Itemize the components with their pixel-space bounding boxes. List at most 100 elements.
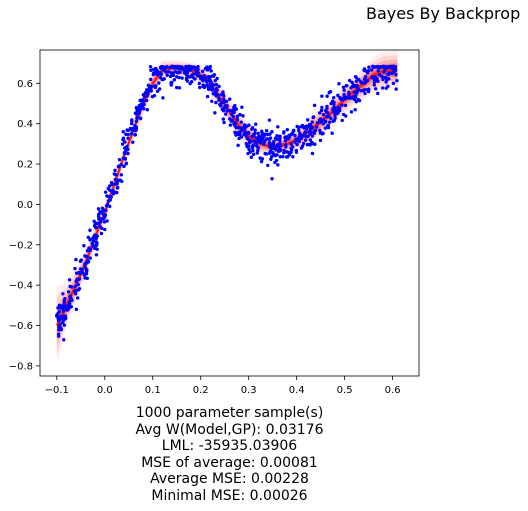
observation-point <box>349 86 353 90</box>
observation-point <box>310 125 314 130</box>
observation-point <box>321 112 326 117</box>
observation-point <box>274 148 278 152</box>
observation-point <box>250 146 255 150</box>
observation-point <box>278 136 282 140</box>
observation-point <box>281 154 285 159</box>
observation-point <box>382 70 386 74</box>
observation-point <box>145 94 149 98</box>
observation-point <box>283 139 288 143</box>
observation-point <box>385 78 389 82</box>
observation-point <box>297 137 302 142</box>
observation-point <box>251 148 255 153</box>
observation-point <box>257 134 261 138</box>
observation-point <box>158 70 163 75</box>
observation-point <box>356 97 360 102</box>
observation-point <box>220 107 225 112</box>
observation-point <box>260 129 264 133</box>
observation-point <box>69 297 74 301</box>
observation-point <box>365 71 370 75</box>
observation-point <box>363 91 367 96</box>
observation-point <box>278 154 282 159</box>
observation-point <box>376 91 380 96</box>
observation-point <box>167 70 171 74</box>
observation-point <box>264 128 269 133</box>
observation-point <box>277 149 281 153</box>
observation-point <box>94 233 99 238</box>
observation-point <box>100 226 104 230</box>
observation-point <box>355 84 359 88</box>
observation-point <box>229 112 234 117</box>
observation-point <box>120 179 124 184</box>
observation-point <box>222 100 226 104</box>
observation-point <box>262 134 266 138</box>
observation-point <box>192 65 197 70</box>
observation-point <box>342 94 346 99</box>
observation-point <box>180 76 184 80</box>
observation-point <box>327 120 332 124</box>
observation-point <box>228 108 232 113</box>
observation-point <box>303 131 307 135</box>
observation-point <box>310 134 315 138</box>
observation-point <box>313 128 318 133</box>
observation-point <box>57 324 61 329</box>
observation-point <box>149 68 153 72</box>
observation-point <box>293 133 297 138</box>
observation-point <box>213 111 217 115</box>
observation-point <box>198 75 203 79</box>
observation-point <box>273 160 277 165</box>
observation-point <box>297 128 301 133</box>
observation-point <box>201 84 205 89</box>
observation-point <box>231 114 236 119</box>
observation-point <box>145 89 149 93</box>
observation-point <box>329 101 333 106</box>
observation-point <box>362 88 366 92</box>
observation-point <box>240 126 244 130</box>
observation-point <box>342 88 346 92</box>
observation-point <box>275 134 279 138</box>
observation-point <box>160 77 164 82</box>
observation-point <box>325 104 329 109</box>
observation-point <box>233 107 238 112</box>
observation-point <box>339 97 343 101</box>
plot-frame <box>39 49 420 377</box>
observation-point <box>273 153 277 158</box>
y-tick-label: −0.8 <box>9 361 33 372</box>
observation-point <box>325 94 329 98</box>
observation-point <box>84 267 88 271</box>
observation-point <box>142 95 147 99</box>
observation-point <box>238 112 242 117</box>
observation-point <box>57 315 61 319</box>
observation-point <box>251 152 256 157</box>
observation-point <box>165 73 169 77</box>
observation-point <box>388 64 392 69</box>
observation-point <box>182 71 187 75</box>
observation-point <box>391 65 396 70</box>
x-tick-label: −0.1 <box>45 385 69 396</box>
observation-point <box>214 83 219 87</box>
observation-point <box>113 177 117 182</box>
y-tick-label: −0.2 <box>9 240 33 251</box>
observation-point <box>270 177 274 181</box>
observation-point <box>353 95 358 99</box>
observation-point <box>105 194 109 198</box>
observation-point <box>138 116 143 121</box>
observation-point <box>196 64 200 69</box>
observation-point <box>126 151 130 156</box>
observation-point <box>150 94 155 99</box>
observation-point <box>318 111 322 115</box>
observation-point <box>207 78 211 82</box>
observation-point <box>56 306 60 310</box>
observation-point <box>237 132 241 137</box>
observation-point <box>394 87 398 91</box>
observation-point <box>205 83 209 87</box>
observation-point <box>193 77 197 81</box>
observation-point <box>289 142 293 146</box>
observation-point <box>123 156 127 161</box>
observation-point <box>61 309 66 313</box>
observation-point <box>103 190 108 194</box>
observation-point <box>106 199 111 203</box>
observation-point <box>85 249 90 253</box>
observation-point <box>228 123 233 127</box>
stat-samples: 1000 parameter sample(s) <box>135 405 324 421</box>
observation-point <box>62 314 66 318</box>
